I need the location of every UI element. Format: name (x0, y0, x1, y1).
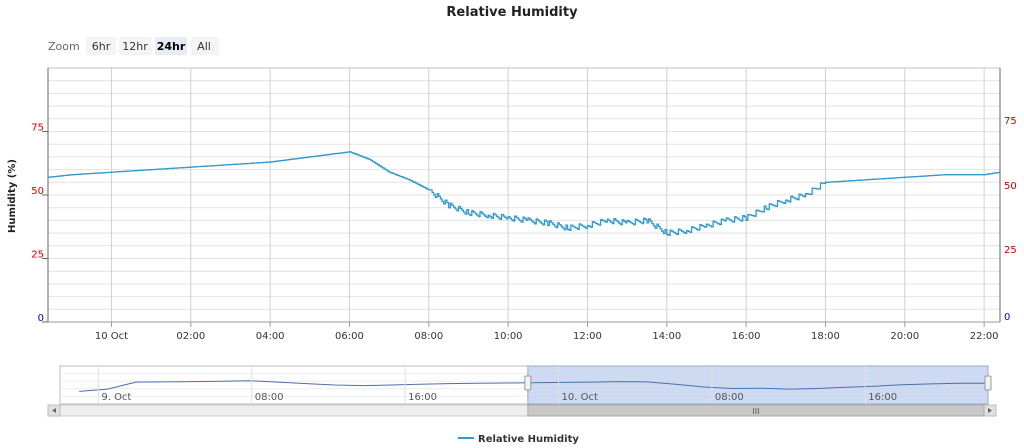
x-ticks: 10 Oct 02:00 04:00 06:00 08:00 10:00 12:00 14:0… (95, 322, 999, 342)
zoom-12hr-label: 12hr (122, 40, 148, 53)
y-tick-label: 0 (38, 313, 44, 324)
x-tick-label: 14:00 (652, 331, 681, 342)
chevron-right-icon (988, 408, 992, 413)
plot-grid (47, 67, 1001, 323)
legend[interactable]: Relative Humidity (458, 434, 579, 445)
navigator-selection[interactable] (527, 365, 989, 405)
navigator-handle-right[interactable] (984, 375, 992, 391)
chart-title: Relative Humidity (446, 5, 578, 20)
navigator[interactable]: 9. Oct 08:00 16:00 10. Oct 08:00 16:00 III (47, 365, 997, 417)
y-right-tick-label: 25 (1004, 245, 1017, 256)
legend-item: Relative Humidity (478, 434, 579, 445)
navigator-label: 16:00 (868, 392, 897, 403)
y-right-tick-label: 0 (1004, 312, 1010, 323)
x-tick-label: 10 Oct (95, 331, 128, 342)
scrollbar-thumb[interactable] (527, 404, 985, 417)
zoom-all-button[interactable]: All (191, 37, 219, 55)
x-tick-label: 06:00 (335, 331, 364, 342)
navigator-handle-left[interactable] (524, 375, 532, 391)
x-tick-label: 12:00 (573, 331, 602, 342)
zoom-24hr-label: 24hr (157, 40, 186, 53)
zoom-24hr-button[interactable]: 24hr (155, 37, 187, 55)
x-tick-label: 22:00 (970, 331, 999, 342)
navigator-label: 16:00 (408, 392, 437, 403)
zoom-label: Zoom (48, 40, 80, 53)
zoom-all-label: All (197, 40, 211, 53)
y-ticks: 0 25 50 75 25 50 75 0 (31, 116, 1016, 324)
y-tick-label: 25 (31, 250, 44, 261)
zoom-selector: Zoom 6hr 12hr 24hr All (48, 37, 219, 55)
x-tick-label: 04:00 (256, 331, 285, 342)
x-tick-label: 02:00 (176, 331, 205, 342)
x-tick-label: 08:00 (414, 331, 443, 342)
navigator-series-line (79, 380, 988, 392)
x-tick-label: 20:00 (890, 331, 919, 342)
chevron-left-icon (52, 408, 56, 413)
navigator-label: 10. Oct (562, 392, 598, 403)
x-tick-label: 18:00 (811, 331, 840, 342)
zoom-12hr-button[interactable]: 12hr (119, 37, 152, 55)
scrollbar-grip: III (752, 407, 759, 416)
navigator-label: 9. Oct (101, 392, 131, 403)
navigator-label: 08:00 (255, 392, 284, 403)
x-tick-label: 10:00 (494, 331, 523, 342)
navigator-label: 08:00 (715, 392, 744, 403)
y-tick-label: 50 (31, 186, 44, 197)
x-tick-label: 16:00 (732, 331, 761, 342)
zoom-6hr-button[interactable]: 6hr (86, 37, 116, 55)
series-group (48, 151, 1001, 237)
y-tick-label: 75 (31, 123, 44, 134)
series-line-relative-humidity[interactable] (48, 151, 1001, 237)
zoom-6hr-label: 6hr (92, 40, 111, 53)
y-right-tick-label: 75 (1004, 116, 1017, 127)
y-axis-label: Humidity (%) (7, 159, 18, 233)
y-right-tick-label: 50 (1004, 181, 1017, 192)
